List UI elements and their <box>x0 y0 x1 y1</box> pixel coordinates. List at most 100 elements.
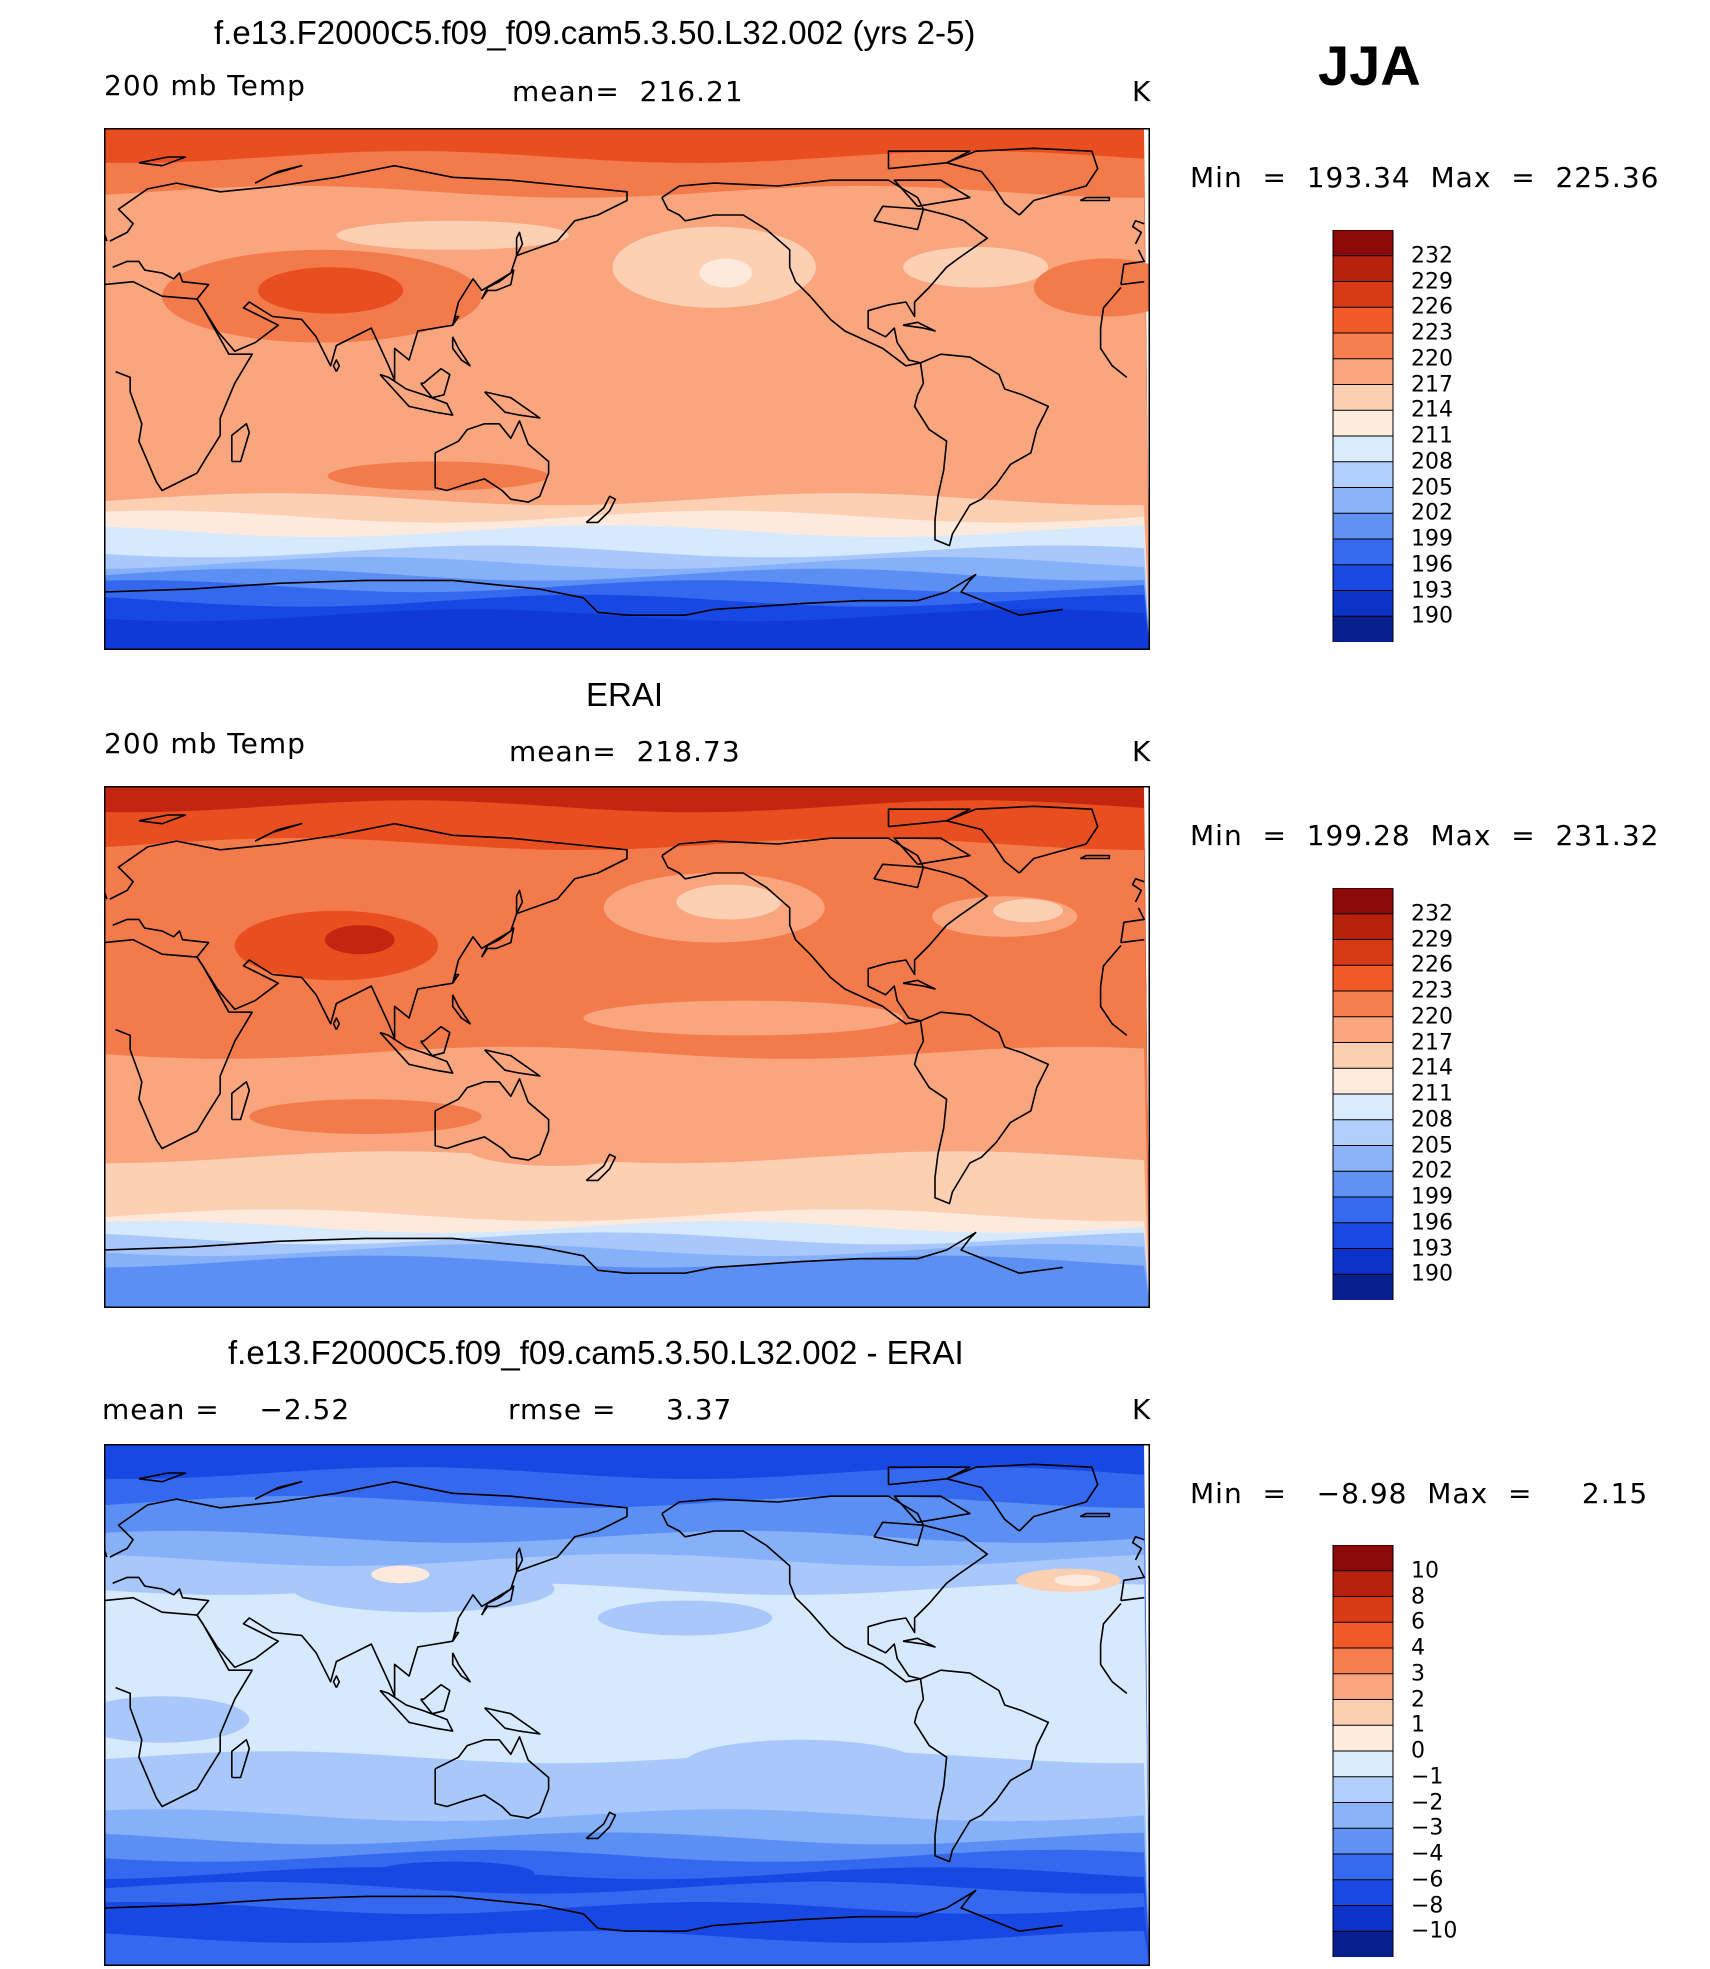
map-obs-frame <box>104 786 1150 1308</box>
colorbar-obs-tick-label: 217 <box>1411 1030 1453 1055</box>
coastline-indonesia <box>379 1689 454 1732</box>
map-model <box>104 128 1150 650</box>
coastline-japan <box>480 927 515 958</box>
coastline-new-guinea <box>484 1707 541 1735</box>
coastline-africa <box>1099 328 1128 379</box>
colorbar-obs-swatch <box>1332 990 1394 1018</box>
coastline-baffin <box>893 1495 971 1524</box>
panel-obs-left-label: 200 mb Temp <box>104 727 306 760</box>
coastline-new-zealand <box>585 1811 617 1840</box>
map-obs-blob-1 <box>324 925 395 955</box>
coastline-madagascar <box>231 423 251 463</box>
coastline-greenland <box>945 1463 1099 1532</box>
colorbar-obs-swatch <box>1332 1093 1394 1121</box>
coastline-iceland <box>1079 854 1111 860</box>
map-diff-frame <box>104 1444 1150 1966</box>
colorbar-model-tick-label: 226 <box>1411 294 1453 320</box>
coastline-australia <box>434 1078 550 1161</box>
colorbar-model-tick-label: 190 <box>1411 603 1453 629</box>
panel-model-minmax: Min = 193.34 Max = 225.36 <box>1190 161 1660 194</box>
colorbar-obs-tick-label: 214 <box>1411 1055 1453 1081</box>
map-model-blob-5 <box>903 246 1049 288</box>
map-obs-blob-3 <box>676 884 781 920</box>
colorbar-diff-tick-label: −2 <box>1411 1790 1444 1815</box>
colorbar-model <box>1332 230 1394 642</box>
colorbar-model-tick-label: 211 <box>1411 423 1453 449</box>
map-diff-blob-2 <box>685 1739 918 1787</box>
coastline-new-guinea <box>484 391 541 419</box>
map-obs-blob-7 <box>583 1000 903 1036</box>
coastline-philippines <box>451 336 471 367</box>
coastline-indonesia <box>379 373 454 416</box>
coastline-sri-lanka <box>332 1017 341 1030</box>
colorbar-model-swatch <box>1332 409 1394 437</box>
coastline-south-america <box>913 353 1050 547</box>
coastline-europe-asia <box>1120 1596 1145 1602</box>
coastline-new-zealand <box>585 495 617 524</box>
colorbar-obs-tick-label: 205 <box>1411 1133 1453 1158</box>
coastline-uk <box>1131 1536 1145 1561</box>
coastline-south-america <box>913 1011 1050 1205</box>
panel-obs-mean: mean= 218.73 <box>509 735 741 768</box>
colorbar-obs-tick-label: 223 <box>1411 978 1453 1004</box>
colorbar-model-tick-label: 220 <box>1411 346 1453 372</box>
panel-obs-title: ERAI <box>586 676 664 713</box>
colorbar-obs-swatch <box>1332 1067 1394 1095</box>
coastline-africa <box>1099 286 1122 329</box>
coastline-europe-asia <box>109 164 628 382</box>
colorbar-diff-tick-label: 1 <box>1411 1712 1425 1738</box>
coastline-europe-asia <box>109 822 628 1040</box>
map-obs <box>104 786 1150 1308</box>
coastline-africa <box>1099 1644 1128 1695</box>
coastline-sri-lanka <box>332 1675 341 1688</box>
colorbar-model-swatch <box>1332 590 1394 618</box>
colorbar-diff-swatch <box>1332 1827 1394 1855</box>
colorbar-obs-swatch <box>1332 939 1394 967</box>
coastline-antarctica <box>627 1889 1063 1932</box>
coastline-iceland <box>1079 196 1111 202</box>
colorbar-diff-tick-label: −3 <box>1411 1815 1444 1841</box>
colorbar-model-swatch <box>1332 306 1394 334</box>
coastline-philippines <box>451 994 471 1025</box>
colorbar-model-swatch <box>1332 615 1394 642</box>
colorbar-obs-swatch <box>1332 1273 1394 1300</box>
colorbar-diff-swatch <box>1332 1673 1394 1701</box>
coastline-borneo <box>420 1025 451 1057</box>
coastline-new-zealand <box>585 1153 617 1182</box>
map-diff-blob-3 <box>104 1696 250 1743</box>
panel-model-mean: mean= 216.21 <box>512 75 744 108</box>
coastline-north-america <box>661 837 989 1025</box>
coastline-north-america <box>661 179 989 367</box>
panel-obs-minmax: Min = 199.28 Max = 231.32 <box>1190 819 1660 852</box>
map-model-blob-4 <box>336 220 569 250</box>
panel-diff-minmax: Min = −8.98 Max = 2.15 <box>1190 1477 1649 1510</box>
colorbar-model-swatch <box>1332 487 1394 515</box>
colorbar-obs-swatch <box>1332 1145 1394 1173</box>
coastline-sakhalin <box>515 231 524 256</box>
coastline-antarctica <box>104 579 628 616</box>
coastline-africa <box>1099 1602 1122 1645</box>
coastline-greenland <box>945 147 1099 216</box>
coastline-antarctica <box>104 1895 628 1932</box>
coastline-taiwan <box>451 1631 460 1642</box>
colorbar-diff-tick-label: −4 <box>1411 1841 1444 1867</box>
panel-diff-title: f.e13.F2000C5.f09_f09.cam5.3.50.L32.002 … <box>228 1334 964 1371</box>
colorbar-diff-tick-label: 2 <box>1411 1687 1425 1712</box>
colorbar-diff-tick-label: 10 <box>1411 1558 1439 1584</box>
colorbar-diff-tick-label: 6 <box>1411 1609 1425 1635</box>
coastline-ellesmere <box>887 150 971 170</box>
colorbar-model-tick-label: 199 <box>1411 526 1453 552</box>
coastline-cuba <box>902 321 936 332</box>
colorbar-obs-tick-label: 232 <box>1411 901 1453 927</box>
coastline-borneo <box>420 1683 451 1715</box>
map-obs-blob-8 <box>467 1131 642 1166</box>
colorbar-diff-swatch <box>1332 1647 1394 1675</box>
colorbar-model-swatch <box>1332 332 1394 360</box>
map-diff-blob-5 <box>1054 1574 1101 1587</box>
colorbar-obs-tick-label: 202 <box>1411 1158 1453 1184</box>
colorbar-diff-svg <box>1332 1545 1394 1957</box>
coastline-svalbard <box>138 814 187 825</box>
colorbar-obs <box>1332 888 1394 1300</box>
coastline-iceland <box>1079 1512 1111 1518</box>
map-diff-svg <box>104 1444 1150 1966</box>
